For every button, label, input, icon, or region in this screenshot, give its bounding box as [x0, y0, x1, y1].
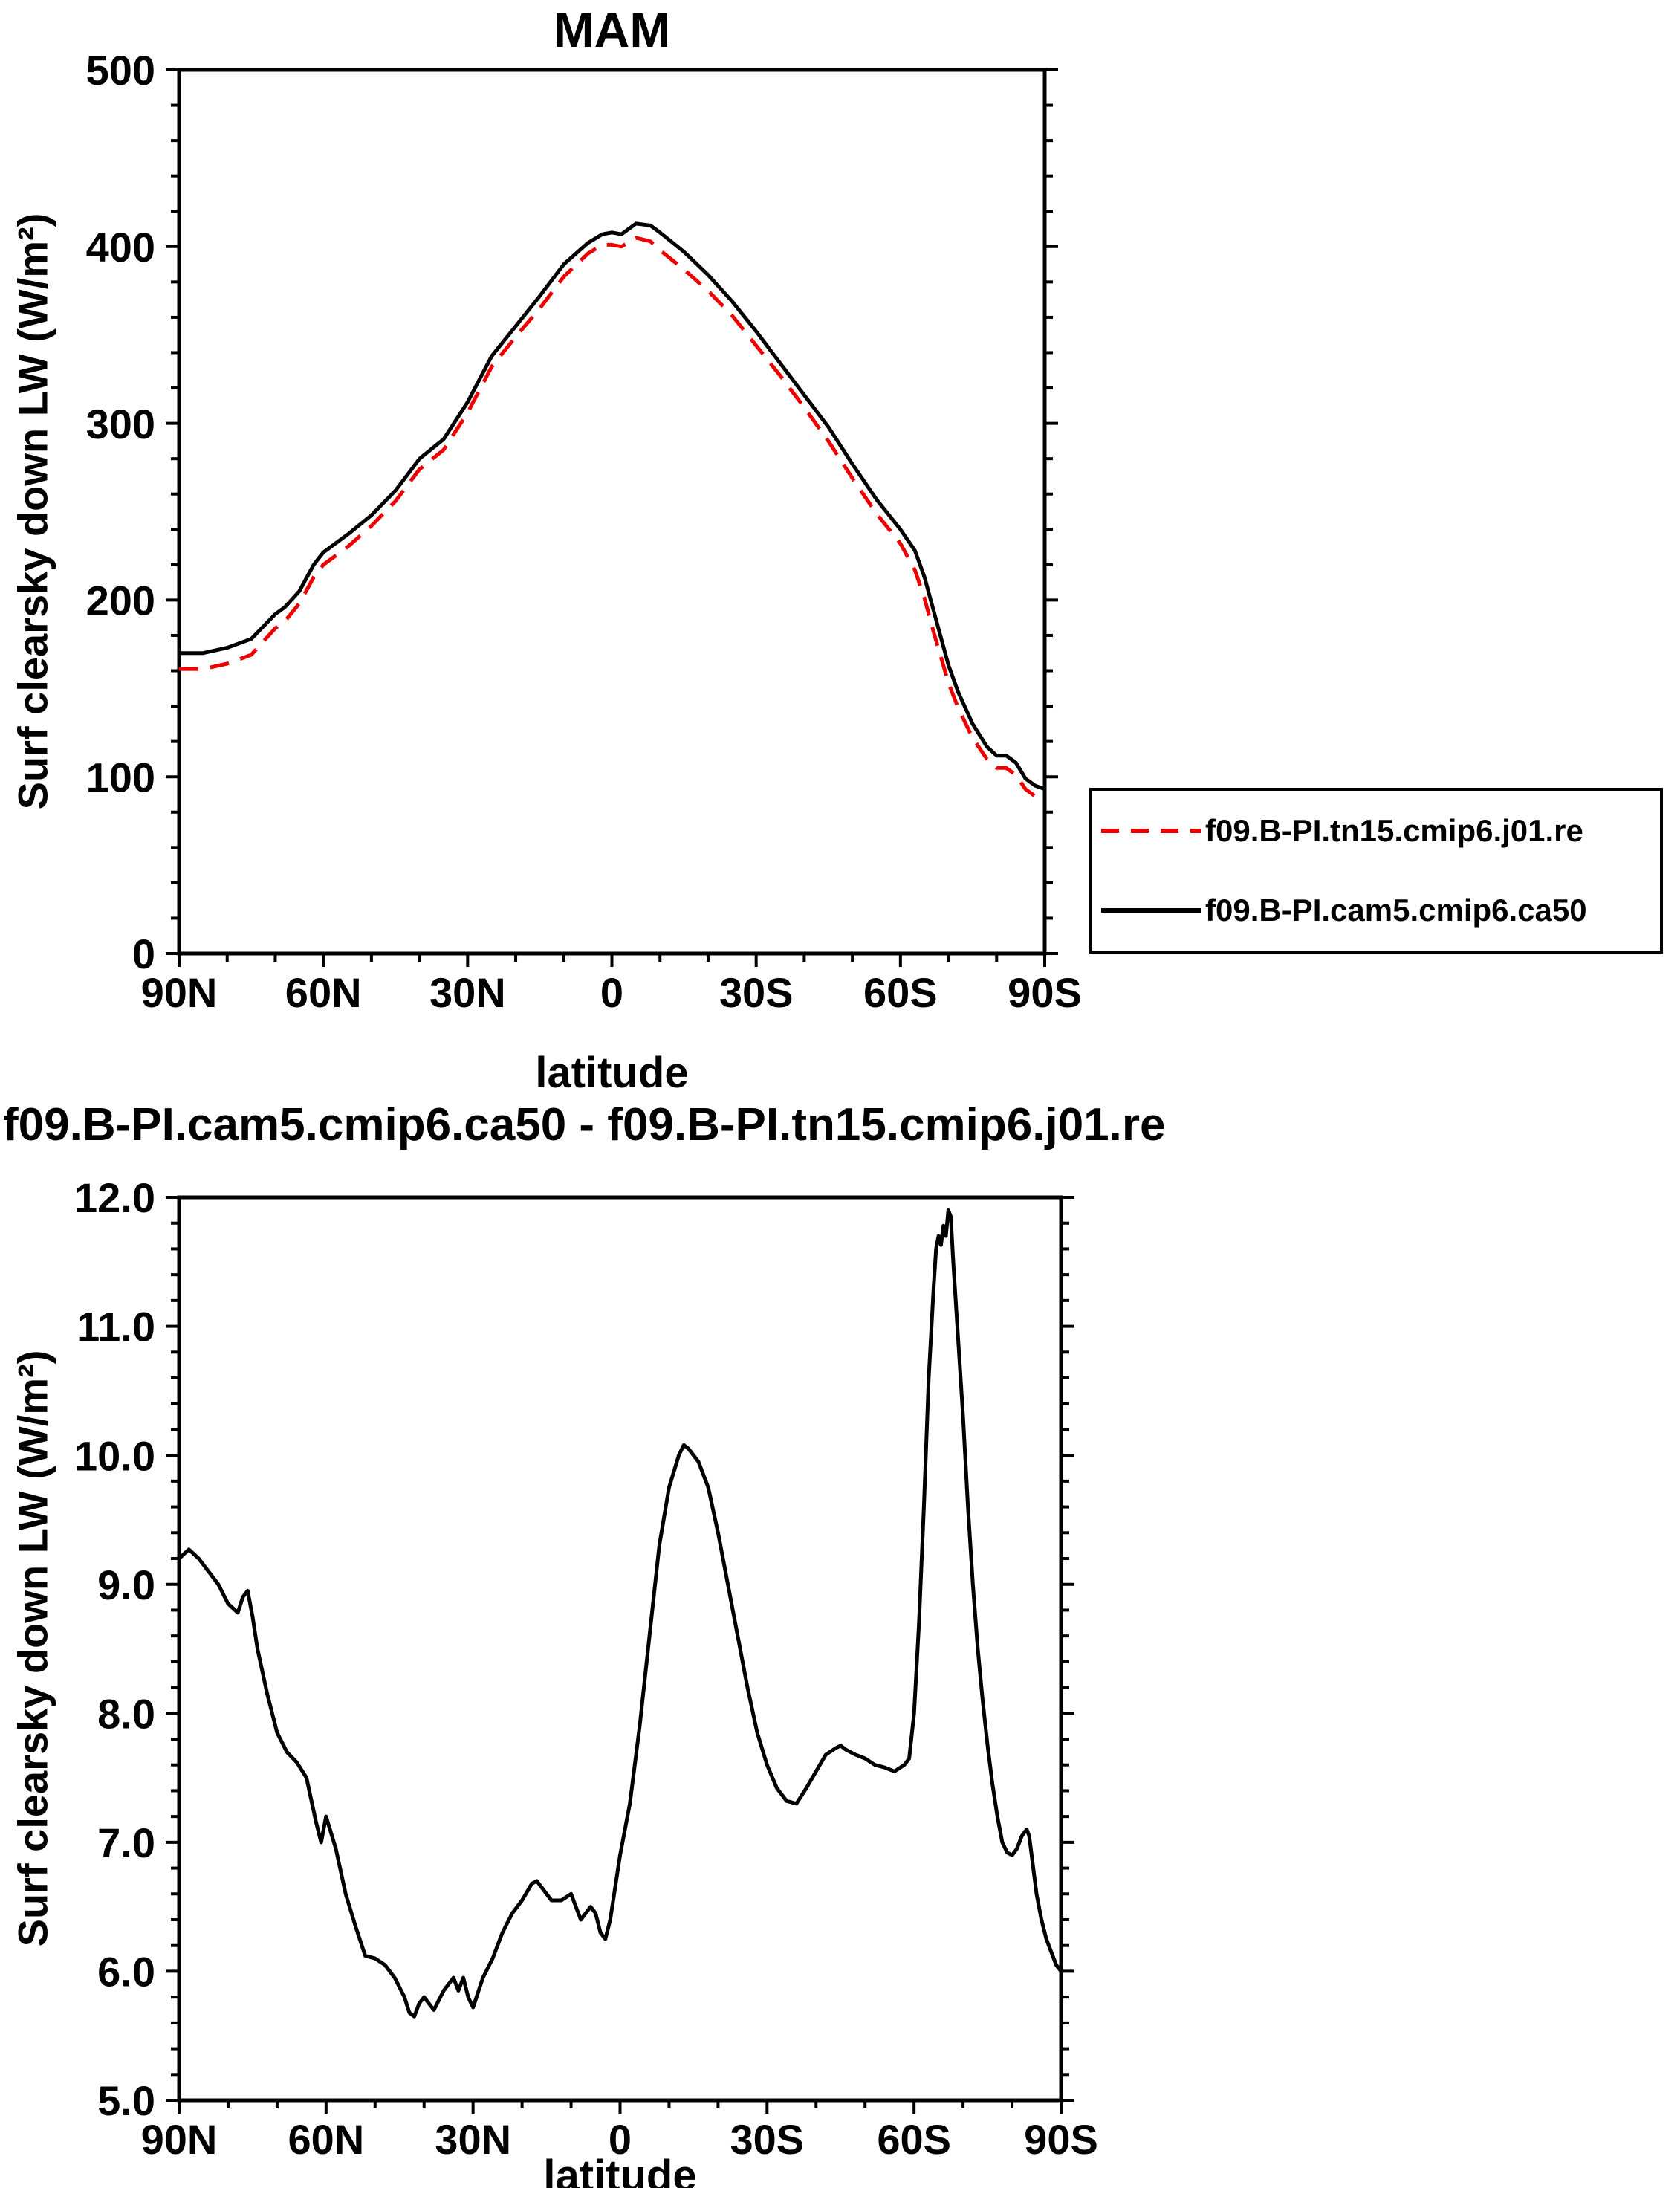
x-tick-label: 90N — [141, 2116, 218, 2163]
x-tick-label: 0 — [609, 2116, 632, 2163]
x-tick-label: 60N — [285, 969, 362, 1016]
y-tick-label: 400 — [86, 224, 155, 271]
legend-label-cam5: f09.B-PI.cam5.cmip6.ca50 — [1205, 893, 1587, 928]
chart1-x-axis-label: latitude — [535, 1049, 689, 1097]
plot-frame — [177, 68, 1047, 956]
x-tick-label: 60S — [877, 2116, 951, 2163]
black-solid-line-icon — [1101, 908, 1201, 913]
y-tick-label: 12.0 — [74, 1174, 155, 1221]
red-dashed-line-icon — [1101, 828, 1201, 833]
x-tick-label: 60N — [288, 2116, 364, 2163]
chart1-plot: 90N 60N 30N 0 30S 60S 90S 0 100 200 300 400 500 — [86, 47, 1082, 1016]
plot-frame — [177, 1195, 1063, 2103]
chart2-plot: 90N 60N 30N 0 30S 60S 90S 5.0 6.0 7.0 8.0 9.0 10.0 11… — [74, 1174, 1098, 2163]
y-tick-label: 7.0 — [97, 1819, 155, 1866]
series-line-f09.B-PI.cam5.cmip6.ca50 — [179, 221, 1045, 792]
y-tick-label: 6.0 — [97, 1949, 155, 1996]
legend: f09.B-PI.tn15.cmip6.j01.re f09.B-PI.cam5… — [1089, 788, 1663, 954]
y-tick-label: 100 — [86, 754, 155, 800]
chart2-title: f09.B-PI.cam5.cmip6.ca50 - f09.B-PI.tn15… — [3, 1099, 1166, 1150]
y-tick-label: 500 — [86, 47, 155, 94]
chart2-x-axis-label: latitude — [543, 2152, 697, 2188]
x-tick-label: 90S — [1024, 2116, 1098, 2163]
legend-item-tn15: f09.B-PI.tn15.cmip6.j01.re — [1101, 813, 1651, 849]
y-tick-label: 200 — [86, 577, 155, 624]
legend-label-tn15: f09.B-PI.tn15.cmip6.j01.re — [1205, 812, 1583, 848]
x-tick-label: 0 — [600, 969, 623, 1016]
chart1-title: MAM — [553, 2, 671, 57]
chart2-y-axis-label: Surf clearsky down LW (W/m²) — [9, 1350, 56, 1947]
y-tick-label: 9.0 — [97, 1561, 155, 1608]
y-tick-label: 8.0 — [97, 1690, 155, 1737]
x-tick-label: 60S — [863, 969, 938, 1016]
x-tick-label: 90N — [141, 969, 218, 1016]
x-tick-label: 30S — [719, 969, 794, 1016]
x-tick-label: 30N — [435, 2116, 511, 2163]
y-tick-label: 10.0 — [74, 1432, 155, 1479]
series-line-difference — [178, 1208, 1063, 2019]
x-tick-label: 30N — [429, 969, 506, 1016]
legend-item-cam5: f09.B-PI.cam5.cmip6.ca50 — [1101, 893, 1651, 928]
series-line-f09.B-PI.tn15.cmip6.j01.re — [179, 236, 1045, 802]
x-tick-label: 90S — [1008, 969, 1082, 1016]
y-tick-label: 0 — [132, 930, 155, 977]
chart1-y-axis-label: Surf clearsky down LW (W/m²) — [9, 213, 56, 810]
y-tick-label: 5.0 — [97, 2077, 155, 2124]
y-tick-label: 11.0 — [77, 1304, 155, 1350]
y-tick-label: 300 — [86, 401, 155, 447]
x-tick-label: 30S — [730, 2116, 805, 2163]
